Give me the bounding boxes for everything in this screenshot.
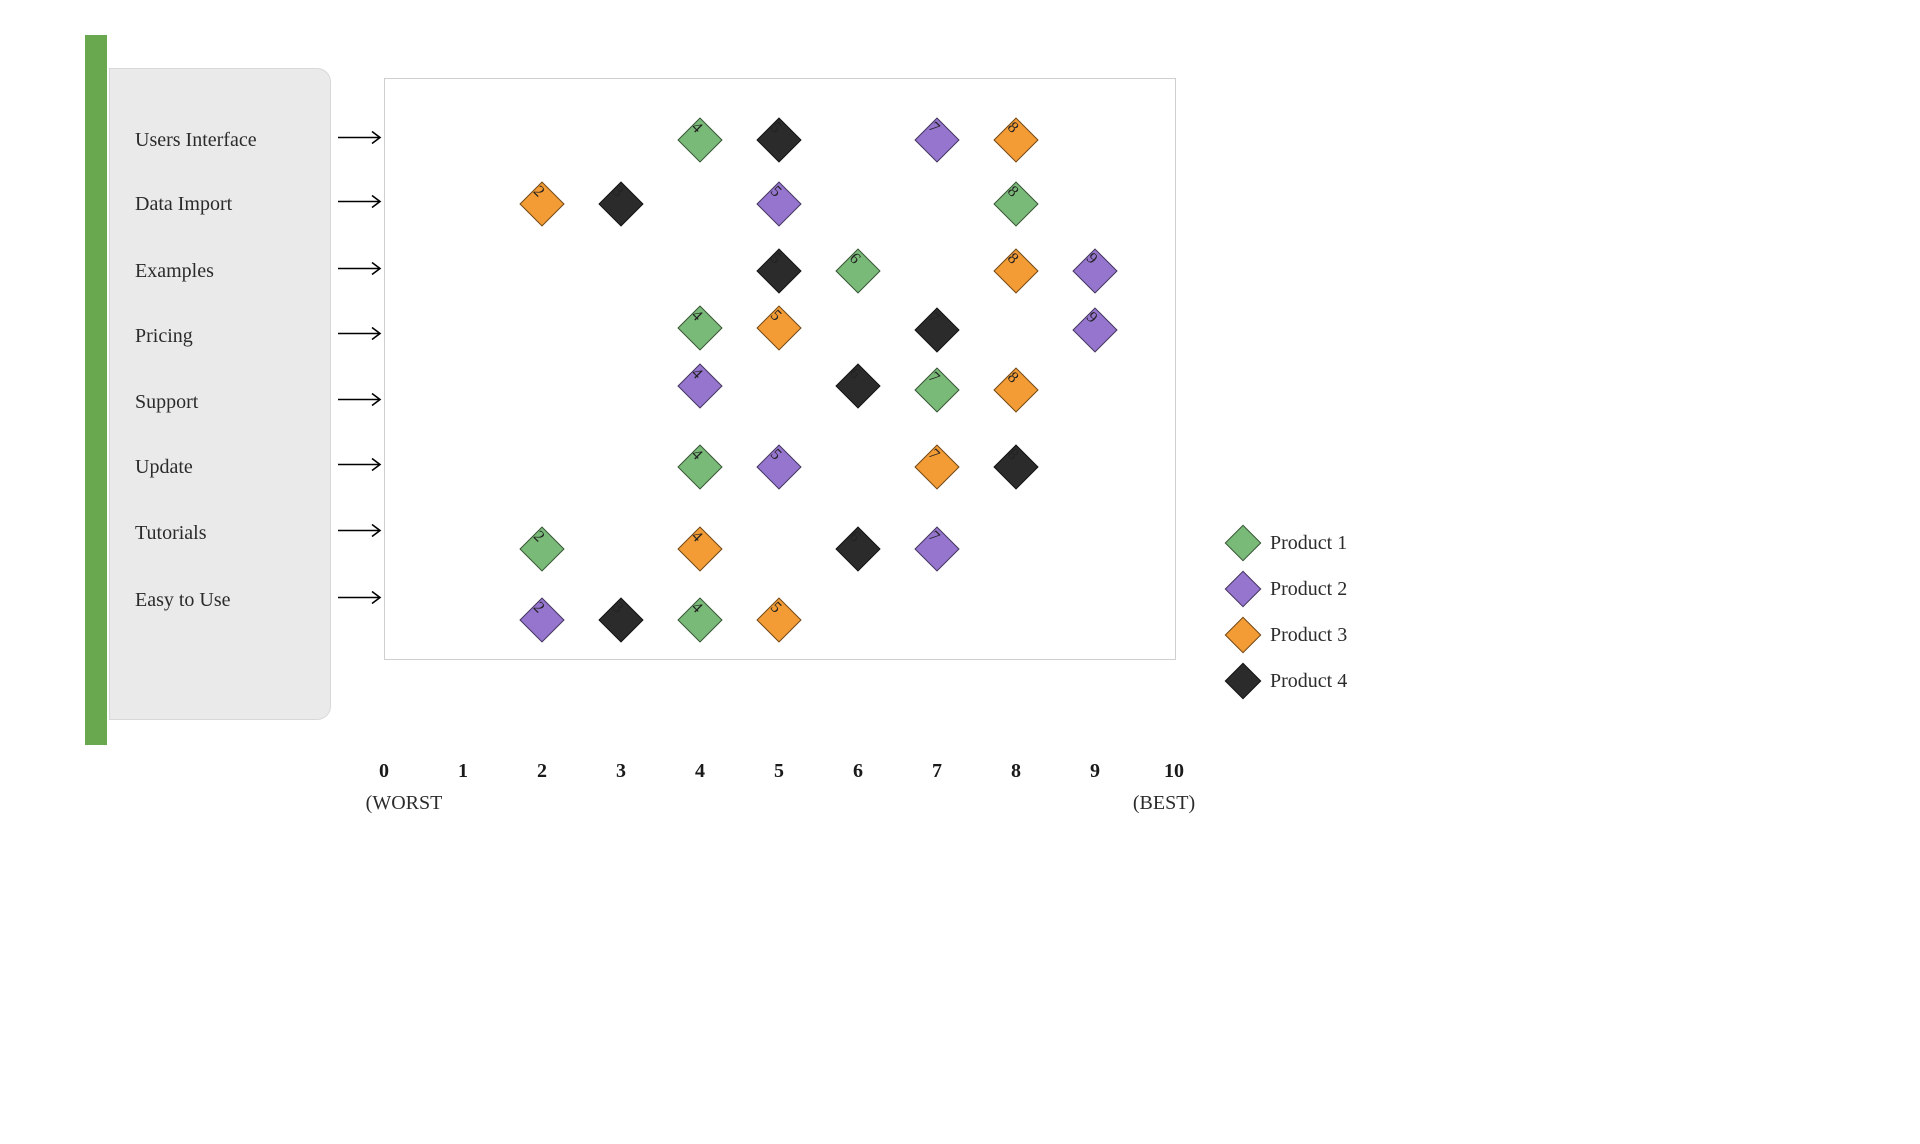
- legend-label: Product 1: [1270, 532, 1347, 555]
- category-row: Tutorials: [135, 518, 345, 548]
- plot-area: [384, 78, 1176, 660]
- legend-item: Product 3: [1230, 612, 1347, 658]
- legend: Product 1 Product 2 Product 3 Product 4: [1230, 520, 1347, 704]
- category-label: Support: [135, 391, 345, 414]
- category-row: Pricing: [135, 321, 345, 351]
- category-label: Users Interface: [135, 129, 345, 152]
- category-row: Users Interface: [135, 125, 345, 155]
- x-tick-label: 10: [1164, 760, 1184, 783]
- legend-swatch-icon: [1225, 525, 1262, 562]
- arrow-right-icon: [338, 391, 390, 414]
- x-axis-best-label: (BEST): [1133, 792, 1195, 815]
- category-label: Tutorials: [135, 522, 345, 545]
- category-row: Examples: [135, 256, 345, 286]
- x-tick-label: 0: [379, 760, 389, 783]
- arrow-right-icon: [338, 456, 390, 479]
- x-tick-label: 5: [774, 760, 784, 783]
- arrow-right-icon: [338, 193, 390, 216]
- legend-swatch-icon: [1225, 663, 1262, 700]
- chart-canvas: Users Interface Data Import Examples Pricin…: [0, 0, 1920, 1144]
- legend-swatch-icon: [1225, 571, 1262, 608]
- category-label: Easy to Use: [135, 589, 345, 612]
- arrow-right-icon: [338, 589, 390, 612]
- x-tick-label: 3: [616, 760, 626, 783]
- category-row: Support: [135, 387, 345, 417]
- legend-item: Product 2: [1230, 566, 1347, 612]
- legend-label: Product 2: [1270, 578, 1347, 601]
- x-tick-label: 4: [695, 760, 705, 783]
- x-tick-label: 1: [458, 760, 468, 783]
- x-tick-label: 2: [537, 760, 547, 783]
- category-row: Data Import: [135, 189, 345, 219]
- arrow-right-icon: [338, 325, 390, 348]
- accent-bar: [85, 35, 107, 745]
- category-row: Easy to Use: [135, 585, 345, 615]
- arrow-right-icon: [338, 522, 390, 545]
- arrow-right-icon: [338, 129, 390, 152]
- x-tick-label: 9: [1090, 760, 1100, 783]
- x-axis-worst-label: (WORST: [366, 792, 443, 815]
- legend-swatch-icon: [1225, 617, 1262, 654]
- legend-label: Product 3: [1270, 624, 1347, 647]
- category-label: Pricing: [135, 325, 345, 348]
- category-row: Update: [135, 452, 345, 482]
- category-label: Examples: [135, 260, 345, 283]
- arrow-right-icon: [338, 260, 390, 283]
- legend-item: Product 1: [1230, 520, 1347, 566]
- legend-label: Product 4: [1270, 670, 1347, 693]
- category-label: Update: [135, 456, 345, 479]
- legend-item: Product 4: [1230, 658, 1347, 704]
- x-tick-label: 7: [932, 760, 942, 783]
- x-tick-label: 6: [853, 760, 863, 783]
- x-tick-label: 8: [1011, 760, 1021, 783]
- category-label: Data Import: [135, 193, 345, 216]
